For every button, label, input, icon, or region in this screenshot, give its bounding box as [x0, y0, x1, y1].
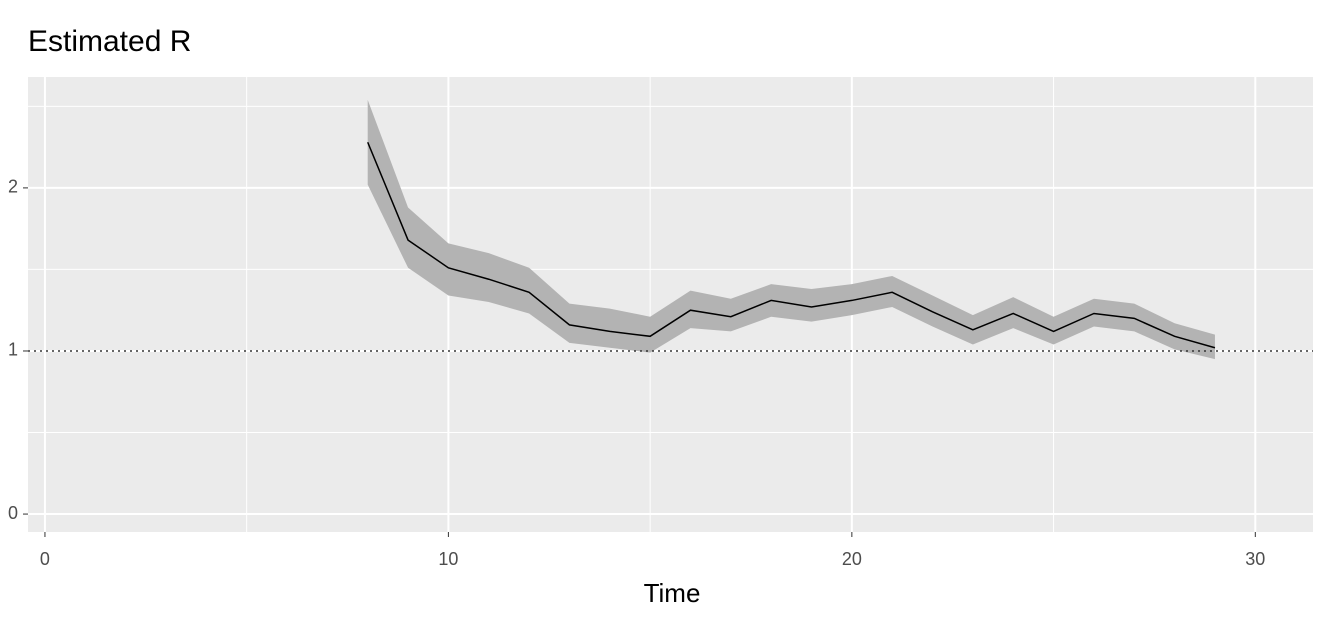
x-tick-label: 10	[438, 549, 458, 569]
y-tick-label: 0	[8, 503, 18, 523]
x-tick-label: 30	[1245, 549, 1265, 569]
confidence-band	[367, 99, 1215, 360]
x-tick-label: 20	[842, 549, 862, 569]
chart-title: Estimated R	[28, 25, 191, 58]
x-axis-label: Time	[644, 578, 701, 608]
y-tick-label: 2	[8, 177, 18, 197]
line	[367, 141, 1216, 349]
y-tick-label: 1	[8, 340, 18, 360]
x-tick-label: 0	[40, 549, 50, 569]
